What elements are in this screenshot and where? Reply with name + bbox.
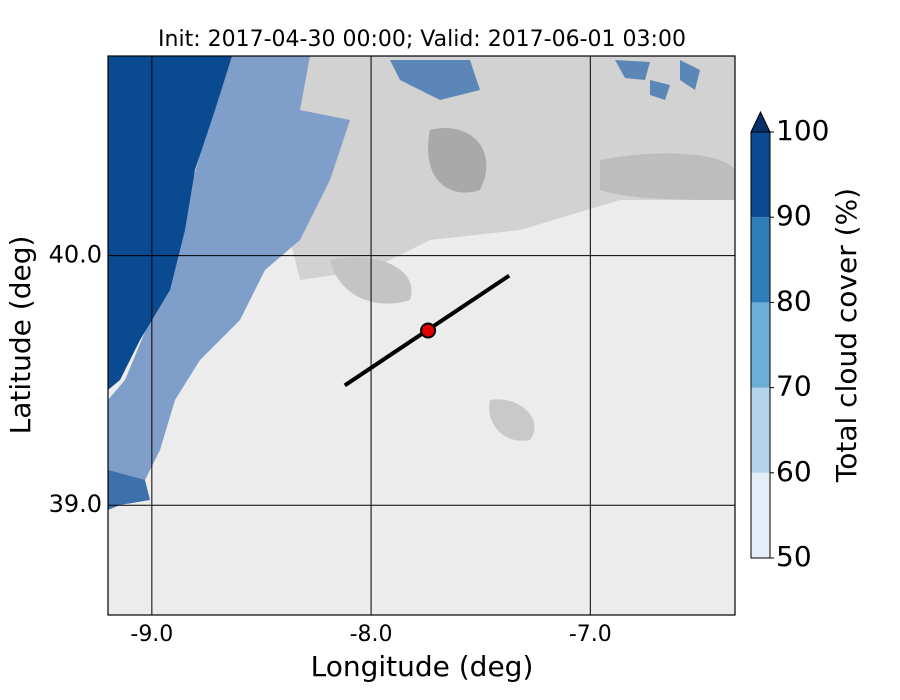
colorbar-tick-label: 50 (776, 540, 812, 573)
colorbar-bin (751, 472, 770, 558)
x-tick-label: -8.0 (350, 622, 393, 647)
x-tick-label: -7.0 (569, 622, 612, 647)
colorbar-bin (751, 132, 770, 218)
y-tick-label: 40.0 (49, 241, 102, 269)
map-title: Init: 2017-04-30 00:00; Valid: 2017-06-0… (158, 27, 686, 52)
x-axis-label: Longitude (deg) (311, 650, 534, 683)
y-axis-label: Latitude (deg) (4, 236, 37, 435)
colorbar-extend (750, 110, 771, 133)
colorbar-bin (751, 387, 770, 473)
colorbar-tick-label: 70 (776, 370, 812, 403)
colorbar-bin (751, 302, 770, 388)
colorbar-tick-label: 60 (776, 455, 812, 488)
colorbar-frame (750, 131, 771, 559)
x-tick-label: -9.0 (130, 622, 173, 647)
y-tick-label: 39.0 (49, 490, 102, 518)
map-background (108, 56, 735, 615)
colorbar-label: Total cloud cover (%) (830, 188, 863, 483)
colorbar-tick-label: 100 (776, 114, 829, 147)
map-frame (107, 55, 736, 616)
colorbar-tick-label: 90 (776, 199, 812, 232)
site-marker (420, 322, 437, 339)
colorbar-tick-label: 80 (776, 284, 812, 317)
colorbar-bin (751, 217, 770, 303)
